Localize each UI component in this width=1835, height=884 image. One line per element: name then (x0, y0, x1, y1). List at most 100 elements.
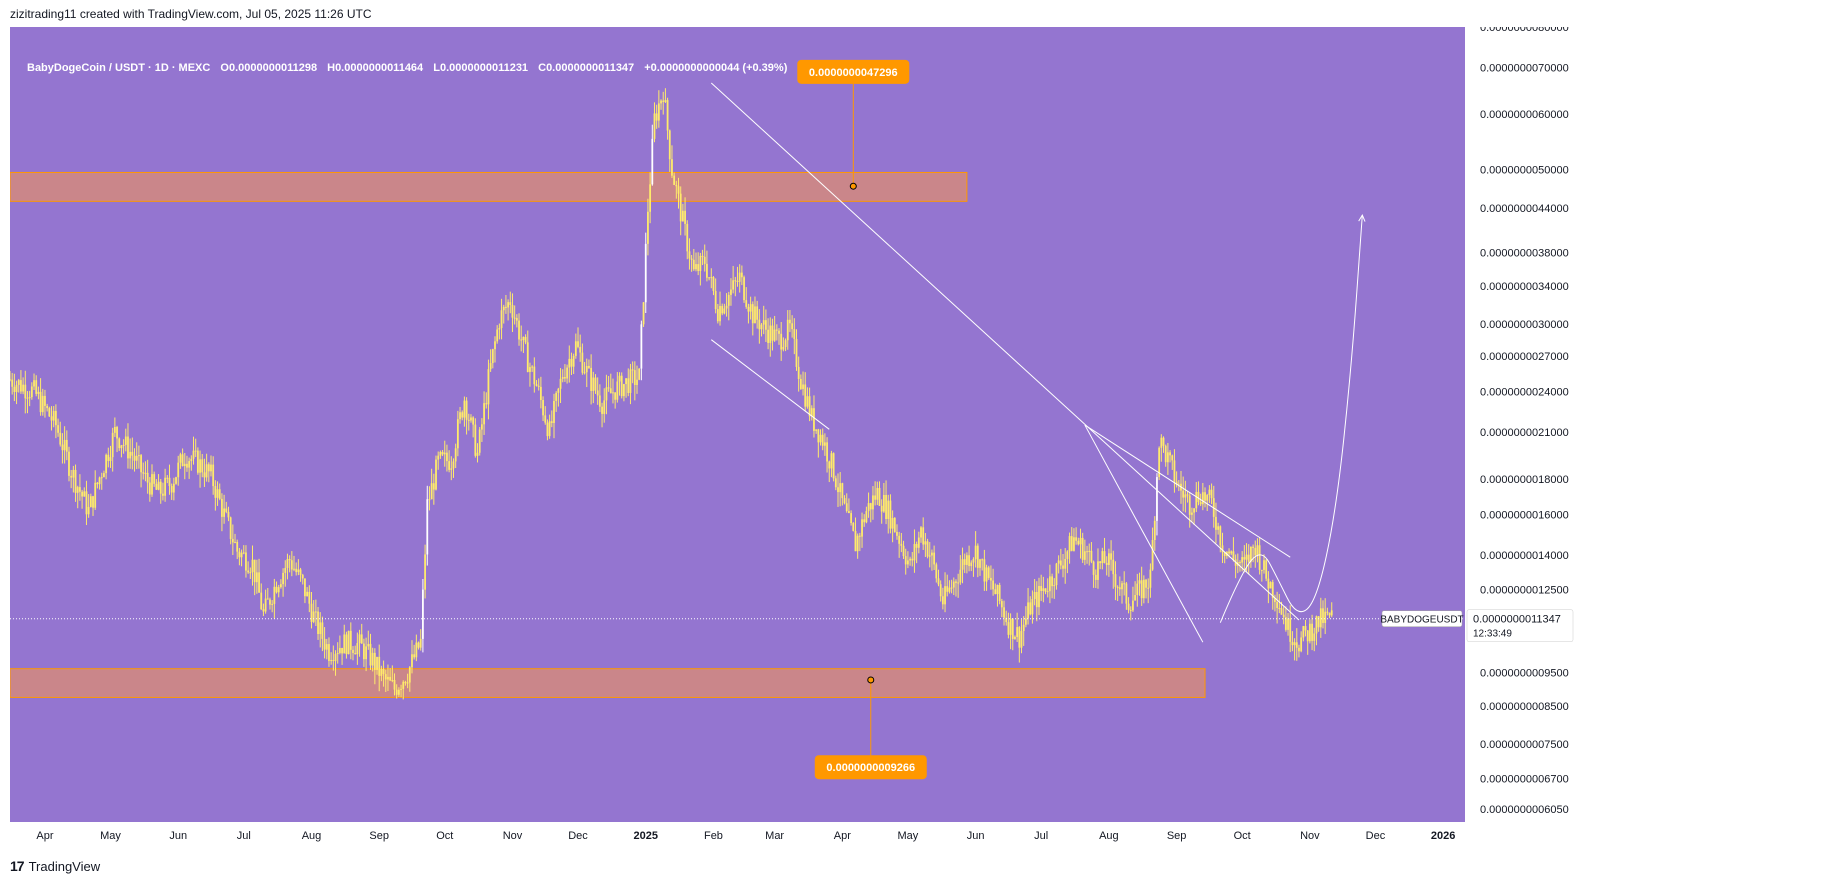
candle-body (57, 425, 59, 433)
candle-body (1127, 603, 1130, 610)
y-tick-label: 0.0000000038000 (1480, 248, 1569, 260)
candle-body (579, 346, 582, 353)
tradingview-logo-icon[interactable]: 17 (10, 858, 25, 874)
candle-body (406, 682, 409, 684)
zone-price-label: 0.0000000047296 (809, 67, 898, 79)
candle-body (129, 451, 132, 459)
candle-body (843, 498, 846, 504)
channel-lower-line[interactable] (710, 339, 830, 430)
candle-body (1317, 616, 1320, 628)
candle-body (247, 570, 250, 573)
candle-body (629, 369, 632, 393)
candle-body (422, 589, 424, 639)
candle-body (616, 381, 619, 400)
candle-body (574, 341, 577, 356)
candle-body (1295, 642, 1298, 648)
x-tick-label: Jun (967, 830, 985, 842)
candle-body (347, 630, 350, 655)
candle-body (841, 483, 844, 499)
candle-body (531, 366, 534, 368)
candle-body (810, 408, 813, 417)
candle-body (1217, 526, 1220, 530)
candle-body (76, 487, 79, 493)
candle-body (987, 567, 990, 578)
candle-body (432, 483, 435, 490)
candle-body (808, 396, 811, 417)
candle-body (483, 403, 485, 425)
candle-body (782, 346, 785, 350)
candle-body (26, 397, 29, 399)
candle-body (758, 319, 761, 330)
zone-anchor-point[interactable] (867, 676, 875, 684)
chart-panel[interactable]: 0.0000000047296 0.0000000009266 0.00000000… (10, 27, 1825, 849)
candle-body (1287, 618, 1289, 630)
footer-brand[interactable]: TradingView (28, 858, 101, 874)
zone-anchor-point[interactable] (849, 182, 857, 190)
candle-body (885, 494, 887, 520)
zone-price-label-box[interactable] (814, 755, 927, 780)
candle-body (765, 320, 767, 330)
candle-body (708, 277, 710, 279)
candle-body (478, 429, 481, 453)
candle-body (356, 643, 359, 655)
legend-symbol[interactable]: BabyDogeCoin / USDT · 1D · MEXC (27, 62, 211, 74)
candle-body (480, 424, 483, 430)
candle-body (70, 475, 73, 478)
candle-body (179, 454, 182, 463)
main-downtrend-line[interactable] (710, 82, 1300, 621)
projection-curve[interactable] (1219, 215, 1363, 623)
symbol-price-label-box[interactable] (1381, 610, 1463, 627)
candle-body (277, 587, 280, 593)
support-zone[interactable] (10, 668, 1206, 698)
candle-body (1140, 580, 1143, 599)
candle-body (539, 386, 542, 401)
candle-body (926, 541, 929, 557)
plot-background[interactable] (10, 27, 1465, 822)
candle-body (566, 367, 568, 379)
candle-body (922, 527, 925, 545)
candle-body (1254, 547, 1257, 556)
candle-body (826, 442, 828, 462)
candle-body (684, 210, 686, 224)
candle-body (13, 386, 16, 393)
candle-body (673, 175, 676, 185)
candle-body (408, 667, 411, 683)
time-axis[interactable] (10, 822, 1465, 849)
channel-upper-line[interactable] (1084, 424, 1291, 558)
candle-body (382, 668, 385, 675)
price-chart[interactable]: 0.0000000047296 0.0000000009266 0.00000000… (10, 27, 1825, 849)
candle-body (941, 596, 944, 605)
candle-body (1304, 626, 1307, 631)
candle-body (546, 422, 549, 437)
candle-body (601, 406, 603, 414)
candle-body (817, 429, 820, 443)
candle-body (413, 654, 416, 658)
candle-body (823, 442, 826, 446)
candle-body (1038, 585, 1040, 608)
candle-body (11, 379, 14, 387)
candle-body (245, 552, 247, 571)
candle-body (647, 211, 649, 244)
candle-body (1153, 520, 1156, 540)
candle-body (81, 491, 83, 497)
candle-body (542, 400, 544, 416)
candle-body (505, 306, 507, 308)
candle-body (1007, 622, 1010, 635)
candle-body (1149, 569, 1152, 588)
candle-body (1086, 551, 1088, 553)
price-axis[interactable] (1465, 27, 1825, 849)
resistance-zone[interactable] (10, 171, 968, 202)
candle-body (751, 304, 754, 324)
candle-body (142, 472, 145, 474)
candle-body (424, 554, 426, 590)
candle-body (345, 634, 348, 655)
current-price-box[interactable] (1466, 609, 1574, 642)
candle-body (439, 452, 442, 456)
zone-price-label-box[interactable] (797, 59, 910, 84)
candle-body (1066, 551, 1069, 559)
y-tick-label: 0.0000000080000 (1480, 27, 1569, 34)
candle-body (242, 552, 245, 554)
candle-body (893, 518, 896, 532)
candle-body (1177, 483, 1180, 485)
channel-inner-line[interactable] (1084, 424, 1204, 643)
